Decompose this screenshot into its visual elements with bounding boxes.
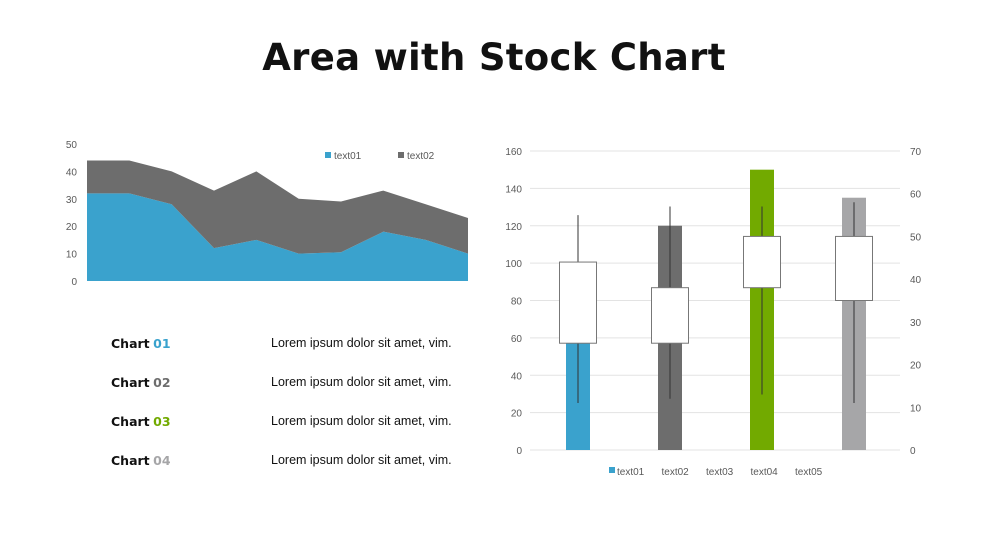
row-desc: Lorem ipsum dolor sit amet, vim.	[271, 453, 452, 467]
y2-tick-label: 30	[910, 318, 922, 329]
y-tick-label: 20	[66, 222, 78, 233]
legend-label: text01	[617, 467, 645, 478]
legend-label: text02	[662, 467, 690, 478]
y-tick-label: 20	[511, 409, 523, 420]
stock-box	[743, 235, 781, 289]
page-title: Area with Stock Chart	[262, 36, 726, 79]
legend-label: text01	[334, 151, 362, 162]
legend-label: text05	[795, 467, 823, 478]
row-desc: Lorem ipsum dolor sit amet, vim.	[271, 414, 452, 428]
y-tick-label: 160	[505, 147, 522, 158]
y-tick-label: 80	[511, 297, 523, 308]
row-desc: Lorem ipsum dolor sit amet, vim.	[271, 336, 452, 350]
row-label: Chart	[111, 375, 150, 390]
stock-box	[559, 261, 597, 344]
legend-swatch	[398, 152, 404, 158]
y-tick-label: 50	[66, 140, 78, 151]
y2-tick-label: 0	[910, 446, 916, 457]
y-tick-label: 120	[505, 222, 522, 233]
y-tick-label: 0	[71, 277, 77, 288]
row-label: Chart	[111, 336, 150, 351]
y2-tick-label: 10	[910, 403, 922, 414]
y-tick-label: 60	[511, 334, 523, 345]
y-tick-label: 40	[511, 371, 523, 382]
row-number: 04	[153, 453, 171, 468]
chart-row-2: Chart 02 Lorem ipsum dolor sit amet, vim.	[111, 375, 452, 390]
stock-box	[651, 287, 689, 344]
row-label: Chart	[111, 453, 150, 468]
y-tick-label: 100	[505, 259, 522, 270]
y2-tick-label: 70	[910, 147, 922, 158]
legend-label: text03	[706, 467, 734, 478]
y-tick-label: 40	[66, 167, 78, 178]
chart-row-1: Chart 01 Lorem ipsum dolor sit amet, vim.	[111, 336, 452, 351]
legend-swatch	[609, 467, 615, 473]
y2-tick-label: 20	[910, 361, 922, 372]
row-label: Chart	[111, 414, 150, 429]
area-series-text01	[87, 193, 468, 281]
legend-swatch	[325, 152, 331, 158]
y2-tick-label: 50	[910, 232, 922, 243]
chart-row-3: Chart 03 Lorem ipsum dolor sit amet, vim.	[111, 414, 452, 429]
legend-label: text04	[751, 467, 779, 478]
stock-box	[835, 235, 873, 301]
row-number: 01	[153, 336, 171, 351]
y2-tick-label: 60	[910, 190, 922, 201]
y-tick-label: 10	[66, 250, 78, 261]
area-series-text02	[87, 160, 468, 254]
row-desc: Lorem ipsum dolor sit amet, vim.	[271, 375, 452, 389]
y2-tick-label: 40	[910, 275, 922, 286]
chart-row-4: Chart 04 Lorem ipsum dolor sit amet, vim.	[111, 453, 452, 468]
y-tick-label: 140	[505, 184, 522, 195]
legend-label: text02	[407, 151, 435, 162]
row-number: 02	[153, 375, 171, 390]
row-number: 03	[153, 414, 171, 429]
y-tick-label: 30	[66, 195, 78, 206]
y-tick-label: 0	[516, 446, 522, 457]
